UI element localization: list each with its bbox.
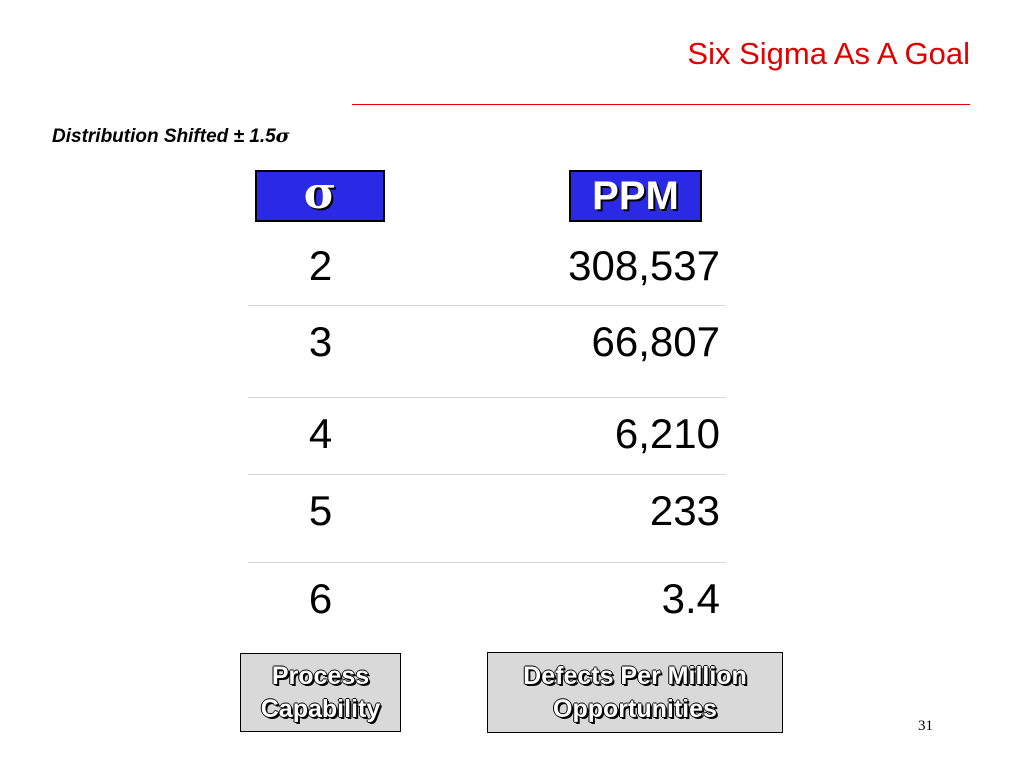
table-row: 3 66,807 [248,306,726,398]
subtitle: Distribution Shifted ± 1.5σ [52,125,290,148]
label-line: Process [271,661,370,690]
defects-per-million-label: Defects Per Million Opportunities [487,652,783,733]
sigma-value: 6 [308,575,333,622]
ppm-value: 66,807 [591,318,720,365]
table-row: 2 308,537 [248,230,726,306]
table-row: 4 6,210 [248,398,726,475]
process-capability-label: Process Capability [240,653,401,732]
title-divider [352,104,970,105]
ppm-value: 3.4 [661,575,720,622]
ppm-column-header: PPM [569,170,702,222]
sigma-value: 4 [308,410,333,457]
ppm-value: 6,210 [614,410,720,457]
label-line: Capability [260,694,381,723]
ppm-value: 233 [649,487,720,534]
table-row: 6 3.4 [248,563,726,643]
ppm-value: 308,537 [568,242,720,289]
sigma-value: 2 [308,242,333,289]
table-row: 5 233 [248,475,726,563]
sigma-value: 3 [308,318,333,365]
subtitle-text: Distribution Shifted ± 1.5 [52,126,276,147]
slide-title: Six Sigma As A Goal [687,36,970,71]
label-line: Defects Per Million [523,661,747,690]
page-number: 31 [918,718,933,734]
sigma-ppm-table: 2 308,537 3 66,807 4 6,210 5 233 6 3.4 [248,230,726,643]
label-line: Opportunities [553,694,717,723]
sigma-column-header: σ [255,170,385,222]
subtitle-sigma-symbol: σ [275,125,290,147]
sigma-value: 5 [308,487,333,534]
